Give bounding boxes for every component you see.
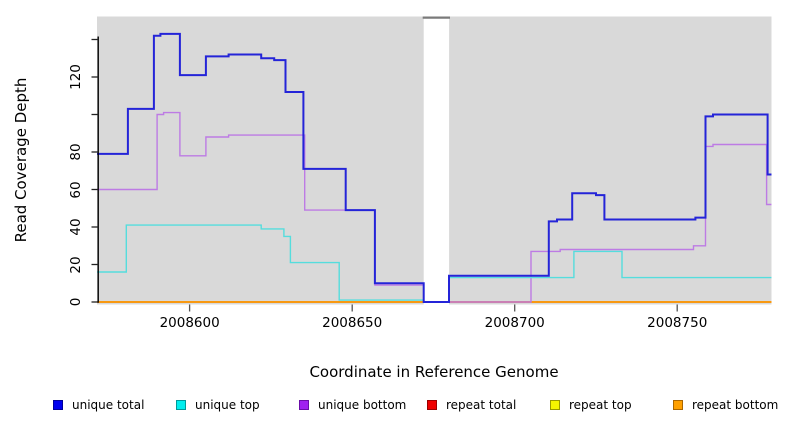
- legend-item: repeat total: [427, 398, 516, 412]
- x-tick-label: 2008600: [159, 315, 220, 331]
- legend-item: unique bottom: [299, 398, 406, 412]
- legend-swatch-unique-total: [53, 400, 63, 410]
- legend-label: repeat total: [446, 398, 517, 412]
- x-axis-title: Coordinate in Reference Genome: [309, 363, 559, 381]
- x-tick-label: 2008750: [647, 315, 708, 331]
- legend-swatch-repeat-bottom: [673, 400, 683, 410]
- y-tick-label: 20: [68, 255, 84, 274]
- legend-label: unique top: [195, 398, 260, 412]
- unique-top-line: [97, 224, 772, 303]
- legend-swatch-unique-top: [176, 400, 186, 410]
- legend-label: unique total: [72, 398, 145, 412]
- legend-item: repeat top: [550, 398, 632, 412]
- legend-swatch-repeat-top: [550, 400, 560, 410]
- x-tick-label: 2008700: [484, 315, 545, 331]
- assembly-gap: [423, 16, 450, 305]
- legend-label: repeat top: [569, 398, 632, 412]
- y-tick-label: 120: [68, 64, 84, 90]
- y-axis-title: Read Coverage Depth: [12, 77, 30, 243]
- legend-item: repeat bottom: [673, 398, 778, 412]
- legend-item: unique top: [176, 398, 260, 412]
- legend-label: unique bottom: [318, 398, 407, 412]
- unique-bottom-line: [97, 111, 772, 303]
- y-tick-label: 80: [68, 143, 84, 161]
- legend-swatch-unique-bottom: [299, 400, 309, 410]
- y-tick-label: 0: [68, 297, 84, 307]
- y-tick-label: 40: [68, 218, 84, 236]
- legend-swatch-repeat-total: [427, 400, 437, 410]
- y-tick-label: 60: [68, 180, 84, 199]
- legend-label: repeat bottom: [692, 398, 779, 412]
- legend-item: unique total: [53, 398, 144, 412]
- legend: unique total unique top unique bottom re…: [0, 398, 792, 420]
- unique-total-line: [97, 32, 772, 303]
- x-tick-label: 2008650: [322, 315, 383, 331]
